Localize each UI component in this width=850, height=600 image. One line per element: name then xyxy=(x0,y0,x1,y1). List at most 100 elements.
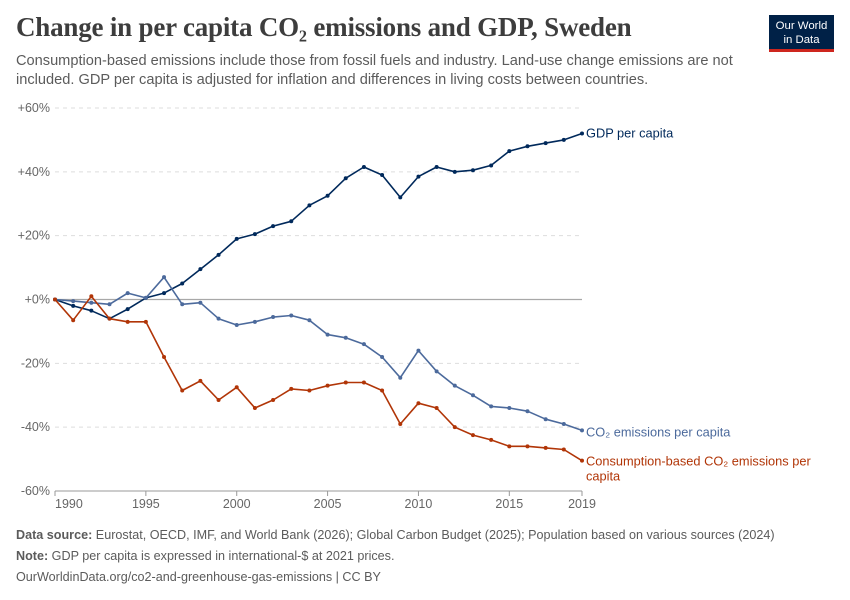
axes: -60% -40% -20% +0% +20% +40% +60% 1990 1995 2000 2… xyxy=(18,101,596,511)
series-line-3 xyxy=(54,295,583,462)
data-point xyxy=(380,354,385,359)
data-point xyxy=(289,386,294,391)
chart-note: Note: GDP per capita is expressed in int… xyxy=(16,549,394,563)
series-label-3: Consumption-based CO₂ emissions per capit… xyxy=(586,454,811,484)
series-line-1 xyxy=(54,132,583,320)
data-point xyxy=(543,141,548,146)
data-point xyxy=(252,232,257,237)
data-point xyxy=(580,458,584,463)
data-point xyxy=(398,375,403,380)
data-point xyxy=(470,393,475,398)
data-point xyxy=(398,421,403,426)
label-line: Consumption-based CO₂ emissions per xyxy=(586,454,811,469)
y-tick-label: +40% xyxy=(18,165,50,179)
data-point xyxy=(561,447,566,452)
data-point xyxy=(416,401,421,406)
data-point xyxy=(434,369,439,374)
data-point xyxy=(325,383,330,388)
data-point xyxy=(71,299,76,304)
data-point xyxy=(198,300,203,305)
series-label-1: GDP per capita xyxy=(586,126,674,141)
data-source-text: Eurostat, OECD, IMF, and World Bank (202… xyxy=(92,528,775,542)
data-point xyxy=(162,291,167,296)
owid-logo[interactable]: Our World in Data xyxy=(769,15,834,52)
x-tick-label: 2015 xyxy=(495,497,523,511)
data-point xyxy=(125,291,130,296)
data-point xyxy=(180,388,185,393)
data-point xyxy=(289,219,294,224)
data-point xyxy=(580,428,584,433)
data-point xyxy=(234,323,239,328)
data-point xyxy=(307,388,312,393)
label-line: capita xyxy=(586,469,621,484)
data-point xyxy=(307,318,312,323)
chart-subtitle: Consumption-based emissions include thos… xyxy=(16,53,733,88)
data-point xyxy=(89,308,94,313)
data-point xyxy=(162,354,167,359)
data-point xyxy=(234,385,239,390)
data-point xyxy=(380,173,385,178)
data-point xyxy=(271,315,276,320)
data-point xyxy=(289,313,294,318)
data-point xyxy=(543,417,548,422)
data-point xyxy=(198,267,203,272)
data-point xyxy=(416,174,421,179)
y-tick-label: +20% xyxy=(18,229,50,243)
y-tick-label: +60% xyxy=(18,101,50,115)
data-point xyxy=(343,335,348,340)
data-point xyxy=(89,294,94,299)
data-point xyxy=(489,163,494,168)
line-chart: -60% -40% -20% +0% +20% +40% +60% 1990 1995 2000 2… xyxy=(18,101,812,511)
data-point xyxy=(180,281,185,286)
data-point xyxy=(271,224,276,229)
data-point xyxy=(107,302,112,307)
data-point xyxy=(89,300,94,305)
data-point xyxy=(143,319,148,324)
data-point xyxy=(489,437,494,442)
data-point xyxy=(343,380,348,385)
data-point xyxy=(325,332,330,337)
y-tick-label: +0% xyxy=(25,293,50,307)
data-point xyxy=(107,316,112,321)
y-tick-label: -40% xyxy=(21,420,50,434)
data-point xyxy=(561,421,566,426)
data-point xyxy=(561,137,566,142)
x-tick-label: 2010 xyxy=(405,497,433,511)
logo-line-2: in Data xyxy=(783,34,820,46)
data-point xyxy=(434,165,439,170)
data-point xyxy=(252,319,257,324)
data-point xyxy=(361,165,366,170)
x-tick-label: 1995 xyxy=(132,497,160,511)
data-point xyxy=(307,203,312,208)
data-point xyxy=(580,131,584,136)
logo-line-1: Our World xyxy=(775,20,828,32)
data-point xyxy=(470,433,475,438)
x-tick-label: 2019 xyxy=(568,497,596,511)
data-point xyxy=(343,176,348,181)
data-point xyxy=(252,406,257,411)
source-url[interactable]: OurWorldinData.org/co2-and-greenhouse-ga… xyxy=(16,570,381,584)
chart-title: Change in per capita CO₂ emissions and G… xyxy=(16,12,632,42)
note-text: GDP per capita is expressed in internati… xyxy=(48,549,395,563)
data-point xyxy=(380,388,385,393)
series-line-2 xyxy=(54,276,583,432)
data-point xyxy=(507,406,512,411)
data-point xyxy=(416,348,421,353)
note-label: Note: xyxy=(16,549,49,563)
data-point xyxy=(125,319,130,324)
data-point xyxy=(162,275,167,280)
data-point xyxy=(434,406,439,411)
data-point xyxy=(361,342,366,347)
series-labels: GDP per capita CO₂ emissions per capita Co… xyxy=(586,126,811,484)
data-point xyxy=(271,398,276,403)
data-point xyxy=(543,445,548,450)
data-point xyxy=(143,295,148,300)
data-point xyxy=(489,404,494,409)
data-point xyxy=(234,236,239,241)
data-point xyxy=(53,297,57,302)
data-point xyxy=(125,307,130,312)
series-label-2: CO₂ emissions per capita xyxy=(586,424,731,439)
data-point xyxy=(525,409,530,414)
y-tick-label: -60% xyxy=(21,484,50,498)
data-point xyxy=(525,144,530,149)
